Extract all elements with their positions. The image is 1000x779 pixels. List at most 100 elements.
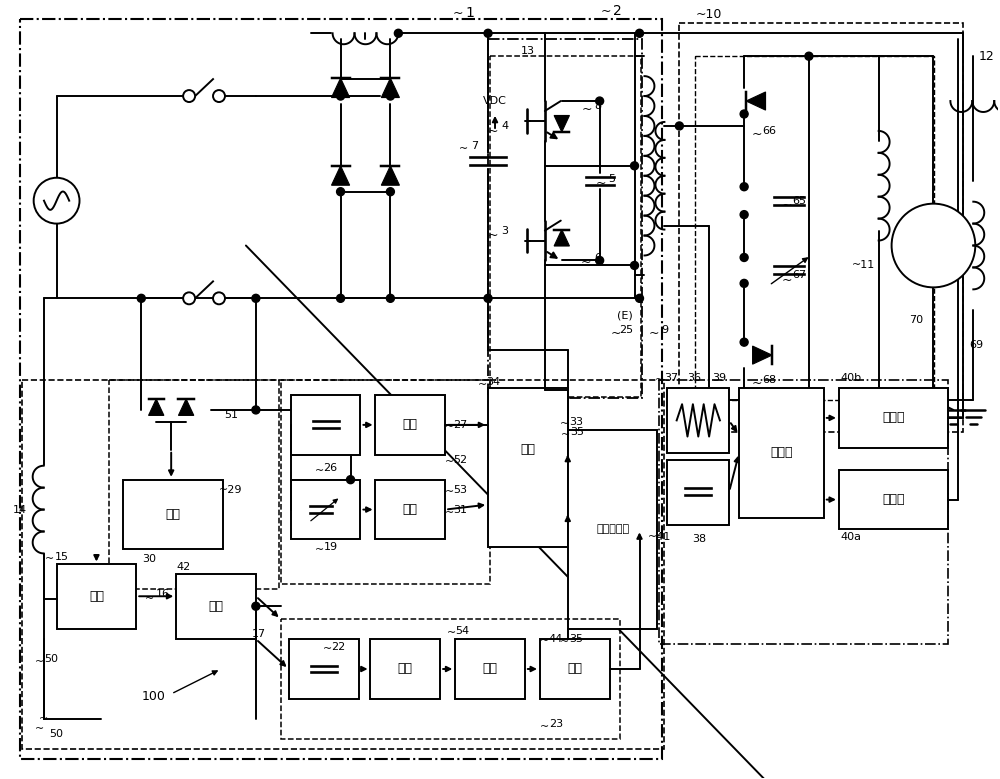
Text: 52: 52 bbox=[453, 455, 467, 465]
Text: 混合: 混合 bbox=[520, 443, 535, 456]
Circle shape bbox=[805, 52, 813, 60]
Text: ~: ~ bbox=[560, 419, 569, 429]
Text: 40a: 40a bbox=[840, 533, 861, 542]
Text: 69: 69 bbox=[969, 340, 983, 350]
Circle shape bbox=[337, 92, 345, 100]
Text: ~: ~ bbox=[35, 657, 44, 667]
Text: 锁存: 锁存 bbox=[483, 662, 498, 675]
Text: ~: ~ bbox=[580, 256, 591, 269]
Text: 12: 12 bbox=[978, 50, 994, 62]
Text: ~: ~ bbox=[540, 722, 549, 731]
Bar bbox=[488, 39, 642, 398]
Text: 38: 38 bbox=[692, 534, 706, 545]
Circle shape bbox=[183, 90, 195, 102]
Bar bbox=[667, 388, 729, 453]
Text: 6: 6 bbox=[594, 253, 601, 263]
Text: 9: 9 bbox=[661, 325, 668, 335]
Text: ~: ~ bbox=[540, 636, 549, 646]
Text: ~: ~ bbox=[459, 144, 468, 154]
Text: ~29: ~29 bbox=[219, 485, 243, 495]
Circle shape bbox=[386, 188, 394, 196]
Text: 34: 34 bbox=[486, 377, 500, 387]
Text: ~: ~ bbox=[488, 229, 498, 242]
Text: ~: ~ bbox=[648, 326, 659, 340]
Text: 3: 3 bbox=[501, 226, 508, 235]
Circle shape bbox=[484, 294, 492, 302]
Bar bbox=[109, 380, 279, 589]
Circle shape bbox=[740, 280, 748, 287]
Text: 100: 100 bbox=[141, 690, 165, 703]
Text: 驱动器: 驱动器 bbox=[882, 411, 905, 425]
Text: ~41: ~41 bbox=[648, 533, 671, 542]
Bar bbox=[20, 19, 662, 759]
Text: ~: ~ bbox=[488, 125, 498, 137]
Text: 39: 39 bbox=[712, 373, 726, 383]
Text: ~10: ~10 bbox=[696, 8, 722, 21]
Circle shape bbox=[675, 122, 683, 130]
Text: VDC: VDC bbox=[483, 96, 507, 106]
Text: 44: 44 bbox=[549, 634, 563, 644]
Circle shape bbox=[740, 210, 748, 219]
Text: 70: 70 bbox=[909, 315, 924, 326]
Circle shape bbox=[636, 30, 643, 37]
Circle shape bbox=[213, 90, 225, 102]
Bar bbox=[375, 480, 445, 540]
Bar bbox=[291, 480, 360, 540]
Circle shape bbox=[484, 30, 492, 37]
Text: ~: ~ bbox=[445, 456, 454, 467]
Polygon shape bbox=[178, 399, 194, 415]
Polygon shape bbox=[332, 166, 350, 185]
Text: 33: 33 bbox=[569, 417, 583, 427]
Text: 1: 1 bbox=[466, 6, 475, 20]
Text: ~: ~ bbox=[35, 724, 44, 734]
Bar bbox=[540, 639, 610, 699]
Text: 整流: 整流 bbox=[89, 590, 104, 603]
Text: ~: ~ bbox=[315, 466, 324, 476]
Text: ~: ~ bbox=[477, 380, 487, 390]
Text: 4: 4 bbox=[501, 121, 509, 131]
Circle shape bbox=[337, 294, 345, 302]
Text: 分压: 分压 bbox=[166, 508, 181, 521]
Text: ~: ~ bbox=[655, 375, 664, 385]
Text: ~: ~ bbox=[595, 178, 606, 190]
Text: ~: ~ bbox=[782, 199, 792, 212]
Bar bbox=[568, 430, 657, 629]
Text: 67: 67 bbox=[792, 270, 806, 280]
Polygon shape bbox=[381, 78, 399, 97]
Text: 19: 19 bbox=[324, 542, 338, 552]
Text: ~: ~ bbox=[445, 422, 454, 432]
Text: 5: 5 bbox=[608, 174, 615, 184]
Bar bbox=[490, 56, 641, 397]
Bar bbox=[370, 639, 440, 699]
Text: 平滑: 平滑 bbox=[209, 600, 224, 613]
Text: 53: 53 bbox=[453, 485, 467, 495]
Text: 50: 50 bbox=[45, 654, 59, 664]
Text: ~: ~ bbox=[561, 430, 570, 440]
Text: ~: ~ bbox=[45, 555, 54, 565]
Polygon shape bbox=[381, 166, 399, 185]
Circle shape bbox=[183, 292, 195, 305]
Text: 22: 22 bbox=[331, 642, 346, 652]
Bar bbox=[291, 395, 360, 455]
Text: 延迟: 延迟 bbox=[567, 662, 582, 675]
Text: ~11: ~11 bbox=[852, 260, 875, 270]
Text: 8: 8 bbox=[594, 101, 601, 111]
Circle shape bbox=[596, 256, 604, 264]
Bar bbox=[281, 380, 490, 584]
Circle shape bbox=[252, 406, 260, 414]
Circle shape bbox=[386, 92, 394, 100]
Bar bbox=[679, 23, 963, 432]
Bar bbox=[455, 639, 525, 699]
Circle shape bbox=[892, 203, 975, 287]
Circle shape bbox=[631, 162, 639, 170]
Text: (E): (E) bbox=[617, 310, 632, 320]
Circle shape bbox=[740, 253, 748, 262]
Polygon shape bbox=[149, 399, 164, 415]
Bar bbox=[281, 619, 620, 738]
Text: ~: ~ bbox=[315, 545, 324, 555]
Text: 40b: 40b bbox=[840, 373, 861, 383]
Text: 66: 66 bbox=[762, 126, 776, 136]
Text: 35: 35 bbox=[569, 634, 583, 644]
Text: ~: ~ bbox=[145, 594, 154, 605]
Circle shape bbox=[636, 294, 643, 302]
